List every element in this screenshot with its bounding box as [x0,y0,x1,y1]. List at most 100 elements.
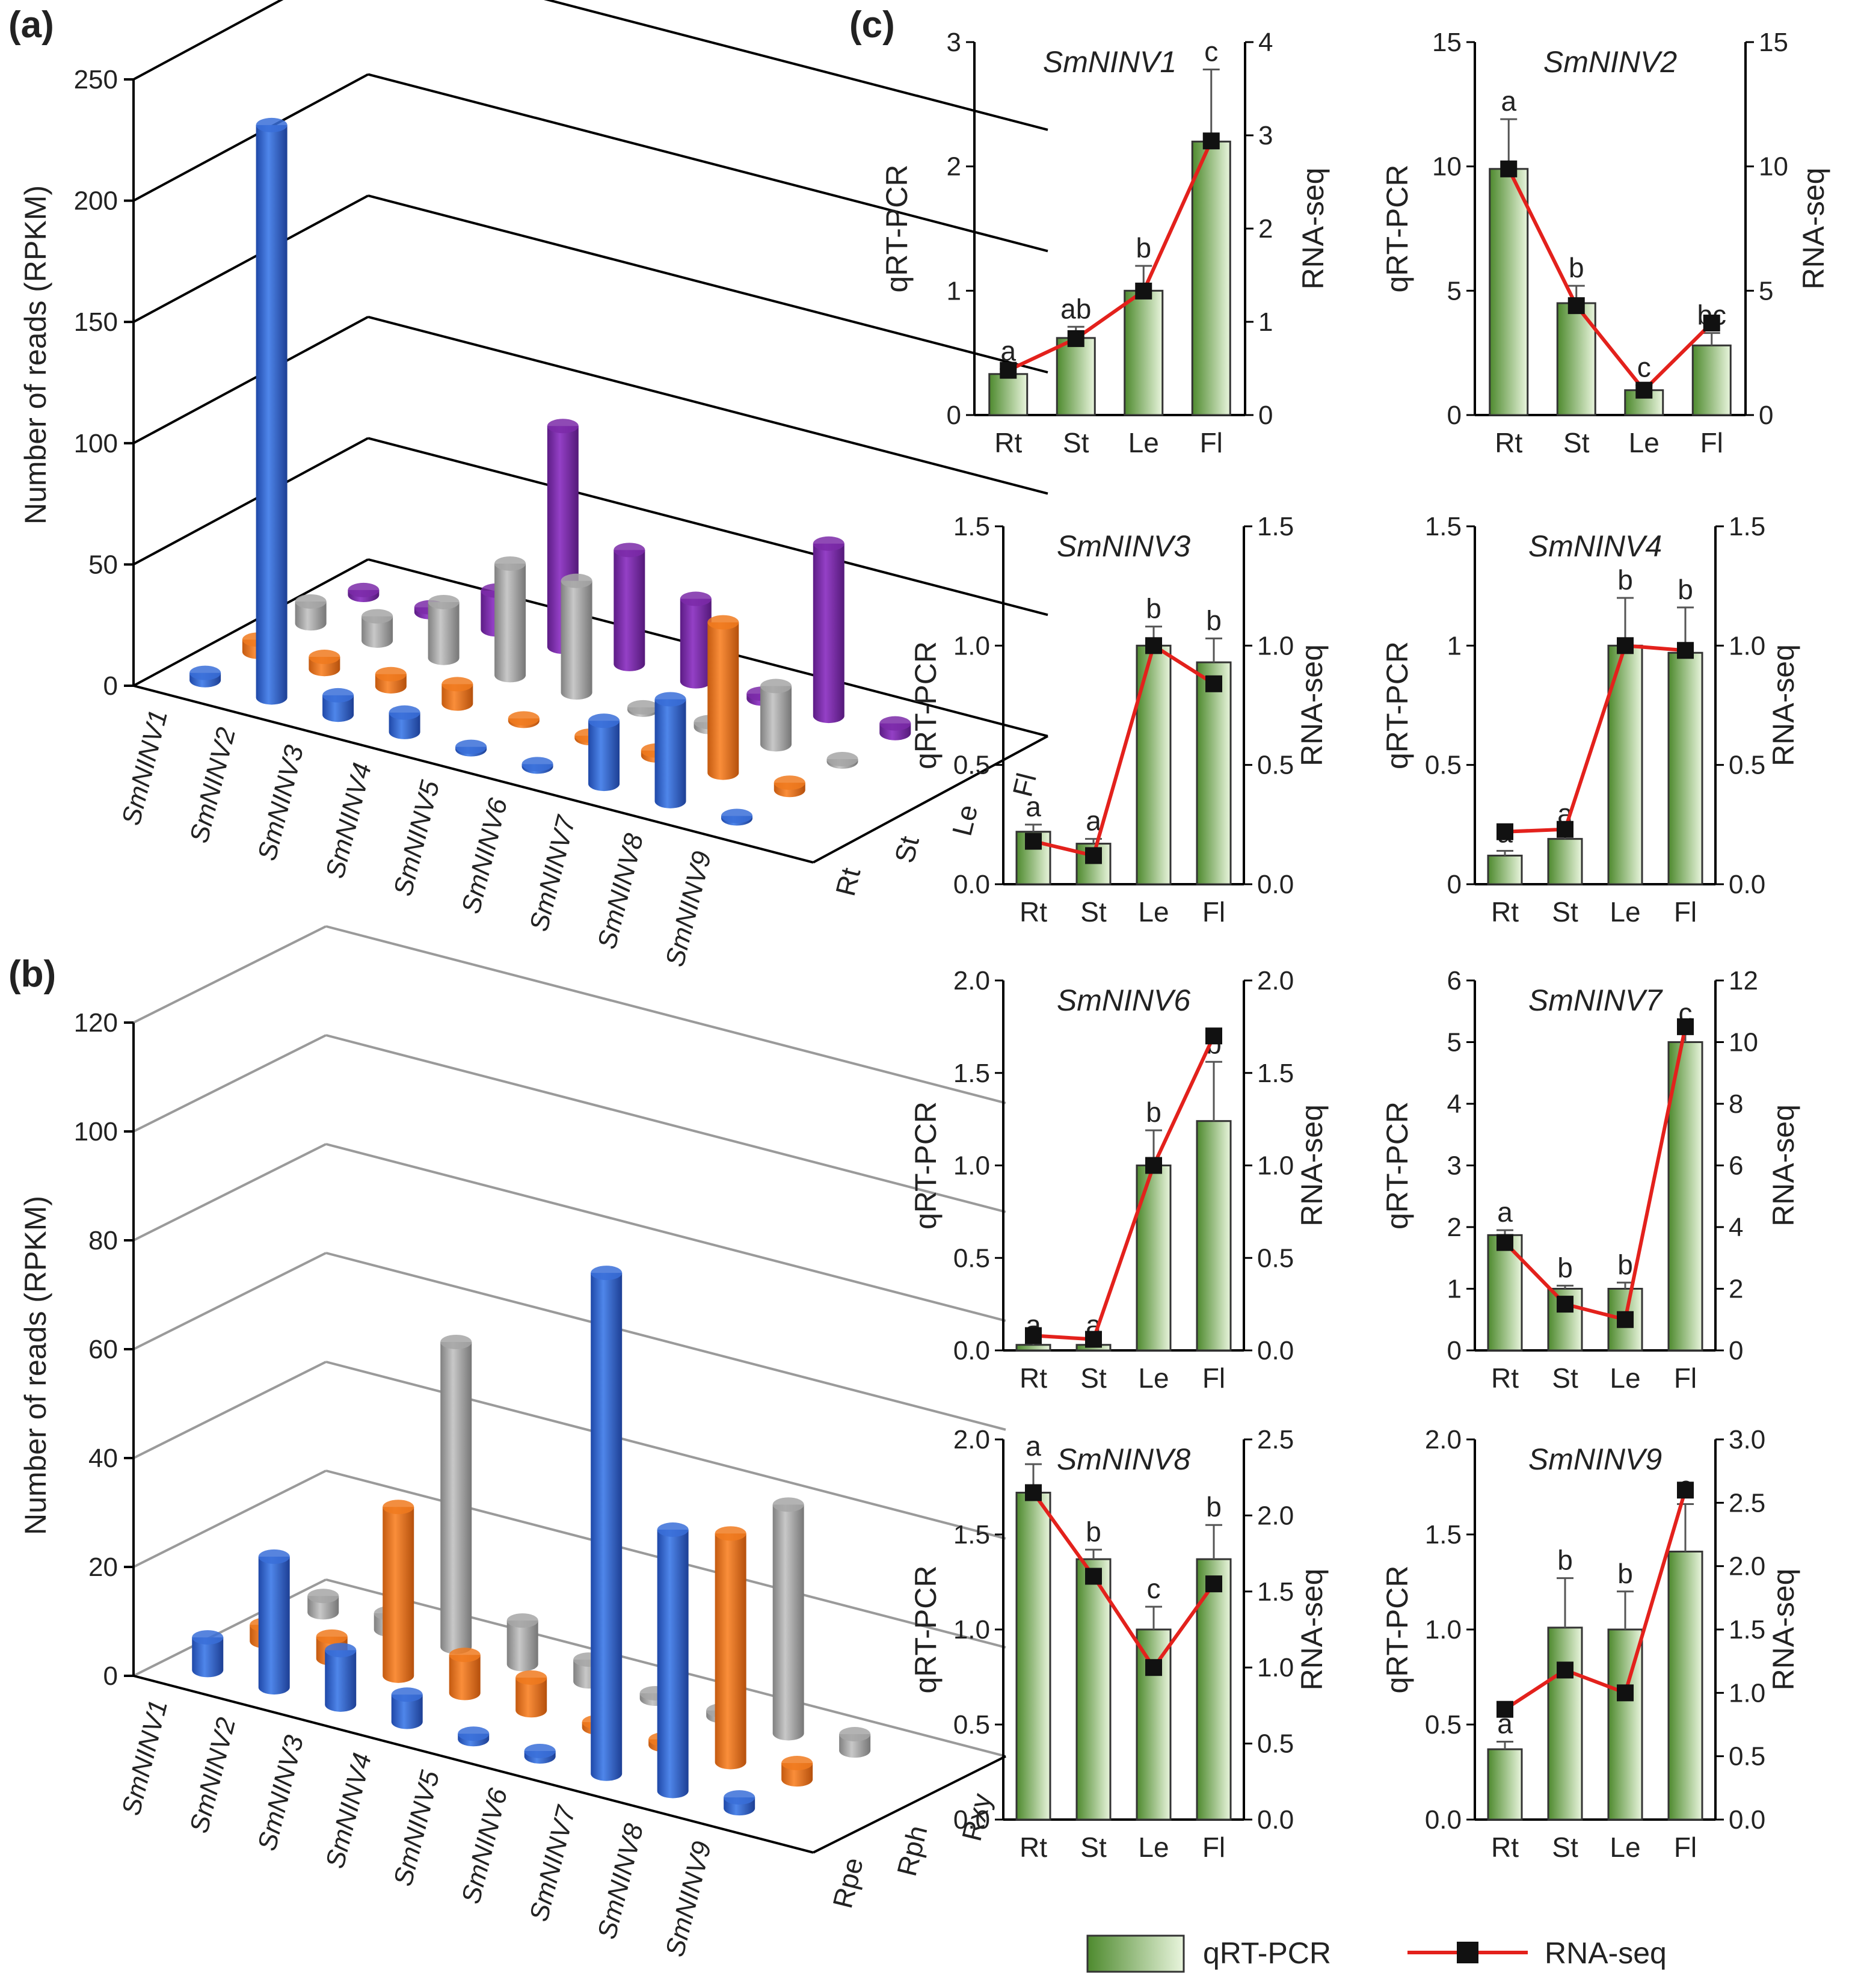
SmNINV4-rnaseq-point-Le [1617,637,1634,654]
SmNINV2-right-axis-title: RNA-seq [1797,168,1830,290]
SmNINV8-left-tick-label: 0.0 [953,1805,990,1835]
SmNINV8-left-tick-label: 2.0 [953,1425,990,1454]
SmNINV3-rnaseq-point-Fl [1205,675,1222,692]
SmNINV8-left-tick-label: 1.0 [953,1615,990,1645]
SmNINV2-rnaseq-line [1507,168,1713,393]
SmNINV9-rnaseq-point-Fl [1677,1482,1694,1499]
panel-a-cylinder-top-Rt-SmNINV9 [721,808,753,823]
SmNINV7-sig-Rt: a [1497,1196,1513,1228]
SmNINV3-left-axis-title: qRT-PCR [909,641,943,769]
panel-a-cylinder-Rt-SmNINV2 [256,125,288,705]
panel-b-cylinder-top-Rxy-SmNINV1 [307,1589,339,1604]
panel-a-cylinder-top-Rt-SmNINV8 [654,692,686,707]
SmNINV3-left-tick-label: 0.5 [953,751,990,780]
SmNINV6-right-tick-label: 1.5 [1257,1059,1294,1088]
SmNINV2-rnaseq-point-Fl [1703,315,1720,332]
panel-a-cylinder-Fl-SmNINV8 [813,543,844,724]
panel-b-category-label: SmNINV4 [320,1750,377,1871]
SmNINV7-right-tick-label: 12 [1729,966,1758,996]
panel-a-cylinder-top-Le-SmNINV2 [361,609,393,624]
SmNINV8-right-tick-label: 0.5 [1257,1729,1294,1759]
SmNINV6-left-tick-label: 1.0 [953,1151,990,1181]
panel-a-3d-bar-chart: Number of reads (RPKM) 0 50 100 150 200 250 Sm… [19,0,1048,970]
SmNINV2-sig-Le: c [1637,351,1651,383]
SmNINV7-right-tick-label: 8 [1729,1089,1743,1119]
subplot-SmNINV4: 0 0.5 1 1.5 0.0 0.5 1.0 1.5 qRT-PCR RNA-seq SmNINV… [1380,512,1800,928]
panel-a-cylinder-top-St-SmNINV4 [441,677,473,692]
panel-a-depth-label: St [888,833,925,866]
SmNINV7-title: SmNINV7 [1528,983,1663,1017]
panel-b-cylinder-Rpe-SmNINV2 [258,1556,290,1695]
SmNINV8-sig-St: b [1086,1516,1101,1547]
panel-a-floor-front [133,685,814,864]
SmNINV4-title: SmNINV4 [1528,529,1662,563]
panel-b-category-label: SmNINV8 [592,1820,649,1942]
panel-b-cylinder-top-Rxy-SmNINV3 [440,1335,472,1350]
SmNINV1-bar-Fl [1191,140,1231,416]
SmNINV7-category-Rt: Rt [1491,1362,1519,1394]
panel-b-category-label: SmNINV6 [456,1785,513,1907]
SmNINV7-right-tick-label: 0 [1729,1336,1743,1365]
SmNINV2-category-Rt: Rt [1495,427,1522,458]
panel-a-depth-label: Le [946,801,984,839]
SmNINV3-rnaseq-point-Rt [1025,832,1042,850]
subplot-SmNINV1: 0 1 2 3 0 1 2 3 4 qRT-PCR RNA-seq SmNINV1 a Rt ab St b Le… [880,28,1330,458]
SmNINV4-category-Le: Le [1610,896,1640,928]
SmNINV2-left-tick-label: 10 [1432,152,1462,182]
SmNINV2-rnaseq-point-St [1567,297,1585,315]
SmNINV4-right-tick-label: 1.0 [1729,631,1765,660]
SmNINV8-bar-Rt [1015,1491,1051,1821]
SmNINV7-rnaseq-point-Le [1617,1311,1634,1328]
SmNINV9-bar-Fl [1667,1550,1703,1821]
SmNINV2-bar-Fl [1691,344,1732,416]
panel-a-side-grid [133,194,369,323]
SmNINV2-left-tick-label: 5 [1447,276,1462,306]
SmNINV7-rnaseq-point-Fl [1677,1018,1694,1035]
panel-b-side-grid [133,925,327,1024]
SmNINV8-category-Rt: Rt [1020,1832,1047,1863]
panel-b-floor-right [813,1755,1006,1854]
SmNINV8-left-axis-title: qRT-PCR [909,1565,943,1693]
SmNINV1-rnaseq-line [1007,140,1213,372]
SmNINV3-sig-Rt: a [1026,791,1041,822]
SmNINV9-left-tick-label: 0.5 [1425,1710,1462,1740]
SmNINV2-sig-Rt: a [1501,85,1516,117]
panel-a-cylinder-top-Rt-SmNINV5 [455,739,487,754]
panel-b-side-grid [133,1252,327,1350]
panel-b-cylinder-top-Rpe-SmNINV7 [591,1266,623,1281]
SmNINV7-sig-St: b [1557,1252,1573,1283]
SmNINV7-left-tick-label: 1 [1447,1275,1462,1304]
panel-b-cylinder-top-Rxy-SmNINV4 [506,1613,538,1628]
SmNINV7-right-tick-label: 6 [1729,1151,1743,1181]
panel-a-cylinder-Le-SmNINV3 [428,602,460,665]
panel-b-cylinder-Rph-SmNINV8 [715,1533,746,1770]
panel-a-category-label: SmNINV8 [592,830,649,952]
panel-a-back-grid [368,73,1048,253]
SmNINV8-sig-Fl: b [1206,1491,1222,1522]
SmNINV1-category-St: St [1063,427,1089,458]
SmNINV2-right-tick-label: 5 [1759,276,1773,306]
panel-b-cylinder-Rpe-SmNINV1 [192,1637,224,1678]
SmNINV8-rnaseq-line [1032,1491,1216,1671]
panel-a-side-grid [133,73,369,202]
panel-a-cylinder-top-Rt-SmNINV6 [521,757,553,772]
panel-a-back-grid [368,315,1048,495]
panel-b-ytick-label: 40 [88,1444,118,1473]
panel-b-cylinder-Rph-SmNINV5 [515,1677,547,1718]
SmNINV4-rnaseq-point-Fl [1677,642,1694,659]
SmNINV1-sig-Le: b [1136,232,1151,263]
SmNINV9-right-tick-label: 0.0 [1729,1805,1765,1835]
panel-a-cylinder-top-Le-SmNINV4 [494,556,526,571]
SmNINV2-right-tick-label: 0 [1759,401,1773,430]
SmNINV9-right-axis-title: RNA-seq [1767,1569,1800,1691]
panel-a-cylinder-Rt-SmNINV3 [322,695,354,722]
panel-b-cylinder-Rph-SmNINV4 [449,1655,481,1700]
panel-a-cylinder-Le-SmNINV5 [561,580,592,700]
SmNINV9-left-tick-label: 2.0 [1425,1425,1462,1454]
panel-a-cylinder-top-Fl-SmNINV6 [680,591,712,606]
panel-b-cylinder-top-Rph-SmNINV2 [316,1629,348,1644]
SmNINV7-category-Fl: Fl [1674,1362,1697,1394]
SmNINV1-rnaseq-point-Rt [1000,362,1017,379]
SmNINV2-left-tick-label: 15 [1432,28,1462,57]
